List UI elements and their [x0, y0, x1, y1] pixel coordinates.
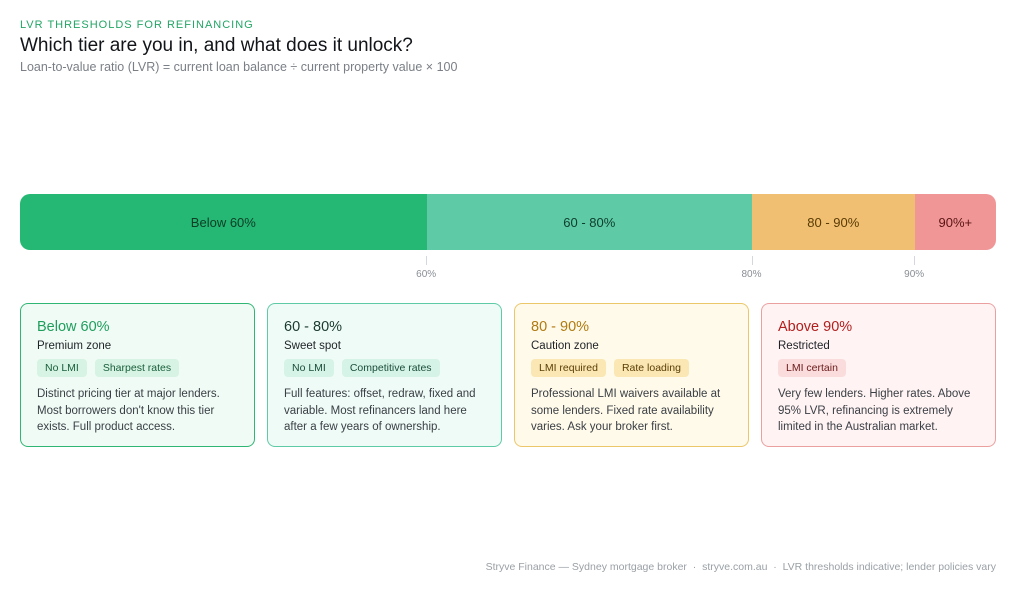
- tier-card: 80 - 90% Caution zone LMI required Rate loa…: [514, 303, 749, 447]
- tier-name: Sweet spot: [284, 340, 341, 352]
- tier-name: Premium zone: [37, 340, 112, 352]
- page-subtitle: Loan-to-value ratio (LVR) = current loan…: [20, 60, 458, 74]
- eyebrow-label: LVR THRESHOLDS FOR REFINANCING: [20, 19, 254, 31]
- tier-badge: Sharpest rates: [94, 359, 180, 377]
- tier-range: 60 - 80%: [284, 319, 343, 335]
- lvr-segment-2: 60 - 80%: [426, 194, 752, 250]
- tick-mark: 90%: [904, 256, 924, 280]
- tier-badge: LMI required: [531, 359, 606, 377]
- tier-badges: LMI certain: [778, 359, 979, 377]
- tick-mark: 60%: [416, 256, 436, 280]
- tier-badges: No LMI Sharpest rates: [37, 359, 238, 377]
- footer-note: Stryve Finance — Sydney mortgage broker …: [485, 561, 996, 573]
- tier-description: Distinct pricing tier at major lenders. …: [37, 388, 220, 433]
- tier-badge: No LMI: [37, 359, 87, 377]
- tier-card: Below 60% Premium zone No LMI Sharpest rate…: [20, 303, 255, 447]
- tier-description: Very few lenders. Higher rates. Above 95…: [778, 388, 971, 433]
- tier-description: Professional LMI waivers available at so…: [531, 388, 721, 433]
- lvr-segment-4: 90%+: [914, 194, 996, 250]
- tier-range: Above 90%: [778, 319, 853, 335]
- tick-label: 90%: [904, 269, 925, 280]
- lvr-tick-axis: 60% 80% 90%: [20, 256, 996, 286]
- tier-badges: LMI required Rate loading: [531, 359, 732, 377]
- tier-card: Above 90% Restricted LMI certain Very few l…: [761, 303, 996, 447]
- tick-label: 80%: [741, 269, 762, 280]
- tier-badge: No LMI: [284, 359, 334, 377]
- tier-badges: No LMI Competitive rates: [284, 359, 485, 377]
- tier-range: Below 60%: [37, 319, 110, 335]
- tier-name: Restricted: [778, 340, 830, 352]
- tier-card: 60 - 80% Sweet spot No LMI Competitive rate…: [267, 303, 502, 447]
- tick-label: 60%: [416, 269, 437, 280]
- page-title: Which tier are you in, and what does it …: [20, 35, 413, 56]
- tier-badge: Rate loading: [613, 359, 689, 377]
- tier-description: Full features: offset, redraw, fixed and…: [284, 388, 476, 433]
- tier-cards: Below 60% Premium zone No LMI Sharpest rate…: [20, 303, 996, 447]
- tier-badge: Competitive rates: [341, 359, 440, 377]
- lvr-tier-bar: Below 60% 60 - 80% 80 - 90% 90%+: [20, 194, 996, 250]
- tick-mark: 80%: [741, 256, 762, 280]
- tier-badge: LMI certain: [778, 359, 846, 377]
- tier-name: Caution zone: [531, 340, 599, 352]
- lvr-segment-1: Below 60%: [20, 194, 427, 250]
- tier-range: 80 - 90%: [531, 319, 590, 335]
- lvr-segment-3: 80 - 90%: [751, 194, 915, 250]
